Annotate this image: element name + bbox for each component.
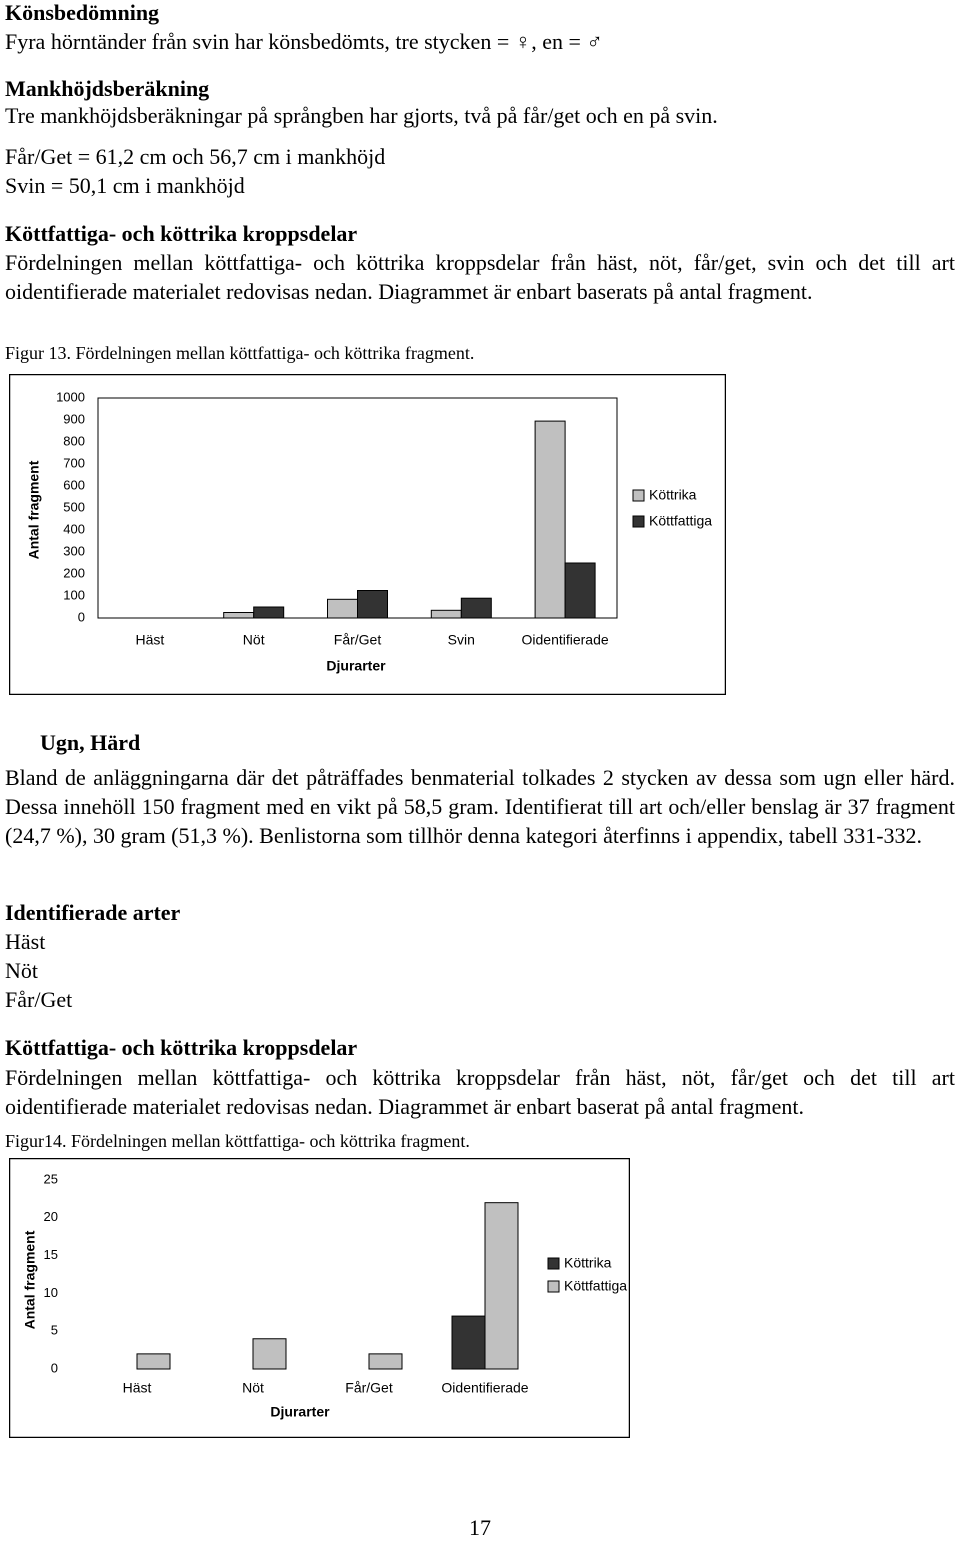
y-tick-label: 600 [63, 477, 85, 492]
bar [460, 597, 492, 619]
paragraph: Fördelningen mellan köttfattiga- och köt… [5, 250, 955, 304]
x-tick-label: Nöt [243, 632, 265, 648]
y-tick-label: 5 [51, 1323, 58, 1338]
chart-border [9, 1158, 630, 1438]
bar [357, 590, 388, 619]
legend-label: Köttrika [564, 1255, 612, 1271]
chart: 0 5 10 15 20 25 Häst Nöt Får/Get Oidentifierade Dj… [9, 1158, 630, 1438]
chart: 0 100 200 300 400 500 600 700 800 900 1000 Häst Nöt F… [9, 374, 726, 695]
x-tick-label: Får/Get [345, 1380, 393, 1396]
y-tick-label: 100 [63, 587, 85, 602]
x-axis-label: Djurarter [270, 1404, 330, 1420]
heading: Identifierade arter [5, 900, 181, 925]
bar [430, 609, 462, 619]
legend-label: Köttrika [649, 487, 697, 503]
paragraph: Får/Get [5, 987, 73, 1012]
y-tick-label: 200 [63, 565, 85, 580]
caption: Figur14. Fördelningen mellan köttfattiga… [5, 1131, 470, 1151]
bar [252, 1338, 287, 1370]
chart-border [9, 374, 726, 695]
legend-swatch [632, 489, 645, 502]
y-tick-label: 900 [63, 411, 85, 426]
heading: Köttfattiga- och köttrika kroppsdelar [5, 1035, 358, 1060]
bar [451, 1315, 486, 1370]
bar [223, 612, 255, 619]
caption: Figur 13. Fördelningen mellan köttfattig… [5, 343, 475, 363]
bar [253, 606, 285, 619]
paragraph: Svin = 50,1 cm i mankhöjd [5, 173, 245, 198]
x-tick-label: Oidentifierade [441, 1380, 528, 1396]
x-tick-label: Oidentifierade [522, 632, 609, 648]
bar [136, 1353, 171, 1370]
heading: Könsbedömning [5, 0, 160, 25]
legend-swatch [632, 515, 645, 528]
y-tick-label: 15 [44, 1247, 58, 1262]
x-axis-label: Djurarter [326, 658, 386, 674]
x-tick-label: Häst [123, 1380, 152, 1396]
x-tick-label: Häst [136, 632, 165, 648]
paragraph: Fördelningen mellan köttfattiga- och köt… [5, 1065, 955, 1119]
paragraph: Tre mankhöjdsberäkningar på språngben ha… [5, 103, 718, 128]
y-tick-label: 700 [63, 455, 85, 470]
legend-swatch [547, 1280, 560, 1293]
paragraph: Fyra hörntänder från svin har könsbedömt… [5, 29, 603, 54]
y-tick-label: 20 [44, 1209, 58, 1224]
y-tick-label: 400 [63, 521, 85, 536]
x-tick-label: Nöt [242, 1380, 264, 1396]
x-tick-label: Får/Get [334, 632, 382, 648]
legend-label: Köttfattiga [649, 513, 712, 529]
y-tick-label: 800 [63, 433, 85, 448]
paragraph: Får/Get = 61,2 cm och 56,7 cm i mankhöjd [5, 144, 386, 169]
y-axis-label: Antal fragment [22, 1230, 38, 1329]
paragraph: Nöt [5, 958, 38, 983]
y-axis-label: Antal fragment [26, 460, 42, 559]
heading: Köttfattiga- och köttrika kroppsdelar [5, 221, 358, 246]
y-tick-label: 25 [44, 1171, 58, 1186]
y-tick-label: 10 [44, 1285, 58, 1300]
x-tick-label: Svin [448, 632, 475, 648]
bar [564, 562, 596, 619]
bar [534, 420, 566, 619]
heading: Ugn, Härd [40, 730, 141, 755]
y-tick-label: 500 [63, 499, 85, 514]
bar [368, 1353, 403, 1370]
bar [327, 598, 358, 619]
paragraph: Bland de anläggningarna där det påträffa… [5, 765, 955, 848]
legend-label: Köttfattiga [564, 1278, 627, 1294]
y-tick-label: 0 [78, 609, 85, 624]
legend-swatch [547, 1257, 560, 1270]
heading: Mankhöjdsberäkning [5, 76, 210, 101]
y-tick-label: 300 [63, 543, 85, 558]
y-tick-label: 1000 [56, 389, 85, 404]
y-tick-label: 0 [51, 1360, 58, 1375]
page-number: 17 [469, 1515, 491, 1540]
paragraph: Häst [5, 929, 46, 954]
bar [484, 1202, 519, 1370]
